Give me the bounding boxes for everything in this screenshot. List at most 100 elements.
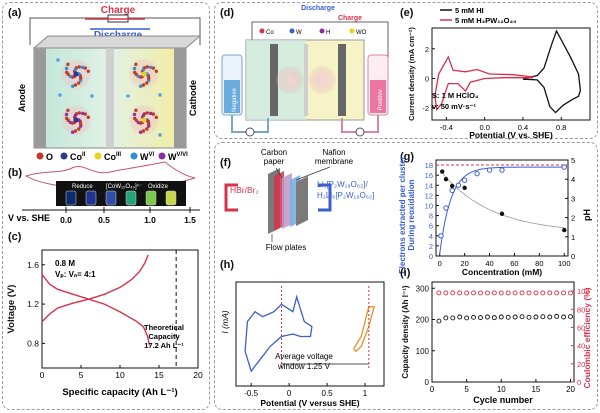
cluster-core-atom (141, 117, 147, 123)
i-capacity-point (436, 318, 442, 324)
cluster-atom (134, 72, 138, 77)
d-membrane (304, 44, 308, 116)
i-y2tick-label: 20 (577, 360, 585, 369)
panel-h-label: (h) (220, 259, 234, 271)
i-capacity-point (512, 314, 518, 320)
legend-w56-label: WV/VI (168, 152, 188, 162)
i-ce-point (471, 290, 477, 296)
g-ytick-label: 4 (429, 232, 433, 241)
i-ce-point (464, 290, 470, 296)
li-label-2: H₂Li₆[P₂W₁₈O₆₂] (317, 191, 374, 200)
d-electrode-right (338, 44, 346, 116)
i-y2tick-label: 60 (577, 323, 585, 332)
i-xtick-label: 20 (566, 385, 575, 394)
d-ion-legend: Co W H WO (259, 28, 367, 36)
legend-co3-label: CoIII (104, 152, 121, 162)
panel-c: (c) 0 5 10 15 20 0.8 1.2 1.6 Specific capacity (… (6, 231, 203, 398)
proton-dot (90, 94, 94, 98)
g-ylabel-left: Electrons extracted per cluster (398, 156, 407, 273)
d-ion-dot (259, 28, 265, 34)
g-ph-point (499, 211, 505, 216)
f-pos-loop (318, 183, 332, 212)
cluster-atom (134, 108, 138, 113)
vial (165, 190, 177, 206)
h-xtick-label: -0.5 (244, 389, 258, 398)
i-y2tick-label: 80 (577, 305, 585, 314)
e-series-line-1 (434, 55, 534, 112)
g-ytick-label: 12 (425, 191, 433, 200)
cluster-atom (139, 130, 143, 134)
e-legend-pw: 5 mM H₃PW₁₂O₄₀ (455, 16, 516, 25)
cluster-atom (136, 74, 140, 79)
charge-label: Charge (101, 5, 136, 16)
g-plot-frame (435, 159, 569, 257)
neg-electrolyte (224, 80, 240, 113)
d-cluster-right (308, 66, 336, 94)
h-plot-frame (235, 281, 385, 387)
i-ce-point (443, 290, 449, 296)
h-xtick-label: 1 (363, 389, 368, 398)
vial (105, 190, 117, 206)
g-electron-point (561, 164, 567, 170)
theoretical-label: Theoretical (144, 323, 184, 332)
g-xtick-label: 60 (510, 259, 518, 268)
cluster-atom (149, 111, 153, 116)
positive-label: Positive (378, 89, 384, 111)
carbon-label: Carbon (261, 148, 287, 157)
cluster-atom (64, 66, 69, 71)
cluster-atom (132, 112, 137, 117)
i-capacity-point (491, 315, 497, 321)
chart-g: 0 20 40 60 80 100024681012141618Concentration… (425, 156, 576, 277)
left-panel-frame (2, 2, 210, 410)
i-ce-point (561, 290, 567, 296)
d-ion-dot (289, 28, 295, 34)
legend-w6-dot (130, 152, 138, 160)
b-ticks: 0.0 0.5 1.0 1.5 (60, 207, 196, 225)
cluster-atom (73, 83, 78, 87)
g-xtick-label: 40 (485, 259, 493, 268)
d-ion-label: W (296, 30, 302, 36)
cluster-atom (64, 112, 69, 117)
g-xtick-label: 20 (460, 259, 468, 268)
chart-c: 0 5 10 15 20 0.8 1.2 1.6 Specific capacity (Ah L… (6, 249, 203, 398)
cluster-atom (79, 76, 83, 80)
vials-box (56, 181, 186, 206)
i-y2tick-label: 0 (577, 378, 581, 387)
paper-label: paper (264, 157, 285, 166)
panel-d: (d) Discharge Charge Co W H WO Negative Pos… (220, 5, 389, 137)
cluster-atom (73, 67, 78, 72)
i-ce-point (498, 290, 504, 296)
cluster-atom (83, 112, 88, 116)
i-ce-point (547, 290, 553, 296)
d-ion-dot (319, 28, 325, 34)
vials (65, 190, 177, 206)
membrane (106, 48, 114, 148)
cluster-atom (66, 72, 70, 77)
g-ph-point (562, 227, 567, 233)
g-ytick-label: 8 (429, 212, 433, 221)
panel-a-label: (a) (8, 7, 22, 19)
e-xtick-label: -0.4 (440, 123, 453, 132)
g-ph-point (440, 169, 445, 174)
d-charge-label: Charge (338, 15, 362, 22)
i-y2tick-label: 40 (577, 342, 585, 351)
c-xtick-label: 5 (79, 370, 84, 380)
cluster-atom (147, 122, 151, 126)
i-ce-point (519, 290, 525, 296)
cluster-atoms (56, 58, 162, 137)
panel-i-label: (i) (400, 267, 411, 279)
e-series-line-0 (522, 29, 582, 114)
membrane-label: membrane (315, 157, 354, 166)
cluster-atom (77, 111, 82, 115)
capacity-value-label: 17.2 Ah L⁻¹ (144, 341, 184, 350)
g-xtick-label: 100 (558, 259, 571, 268)
h-xtick-label: 0 (287, 389, 292, 398)
cluster-atom (81, 111, 85, 116)
c-xtick-label: 15 (154, 370, 164, 380)
e-note-scanrate: ν: 50 mV·s⁻¹ (432, 102, 476, 111)
cluster-atom (145, 111, 149, 115)
i-ytick-label: 100 (416, 347, 430, 356)
i-ytick-label: 200 (416, 316, 430, 325)
